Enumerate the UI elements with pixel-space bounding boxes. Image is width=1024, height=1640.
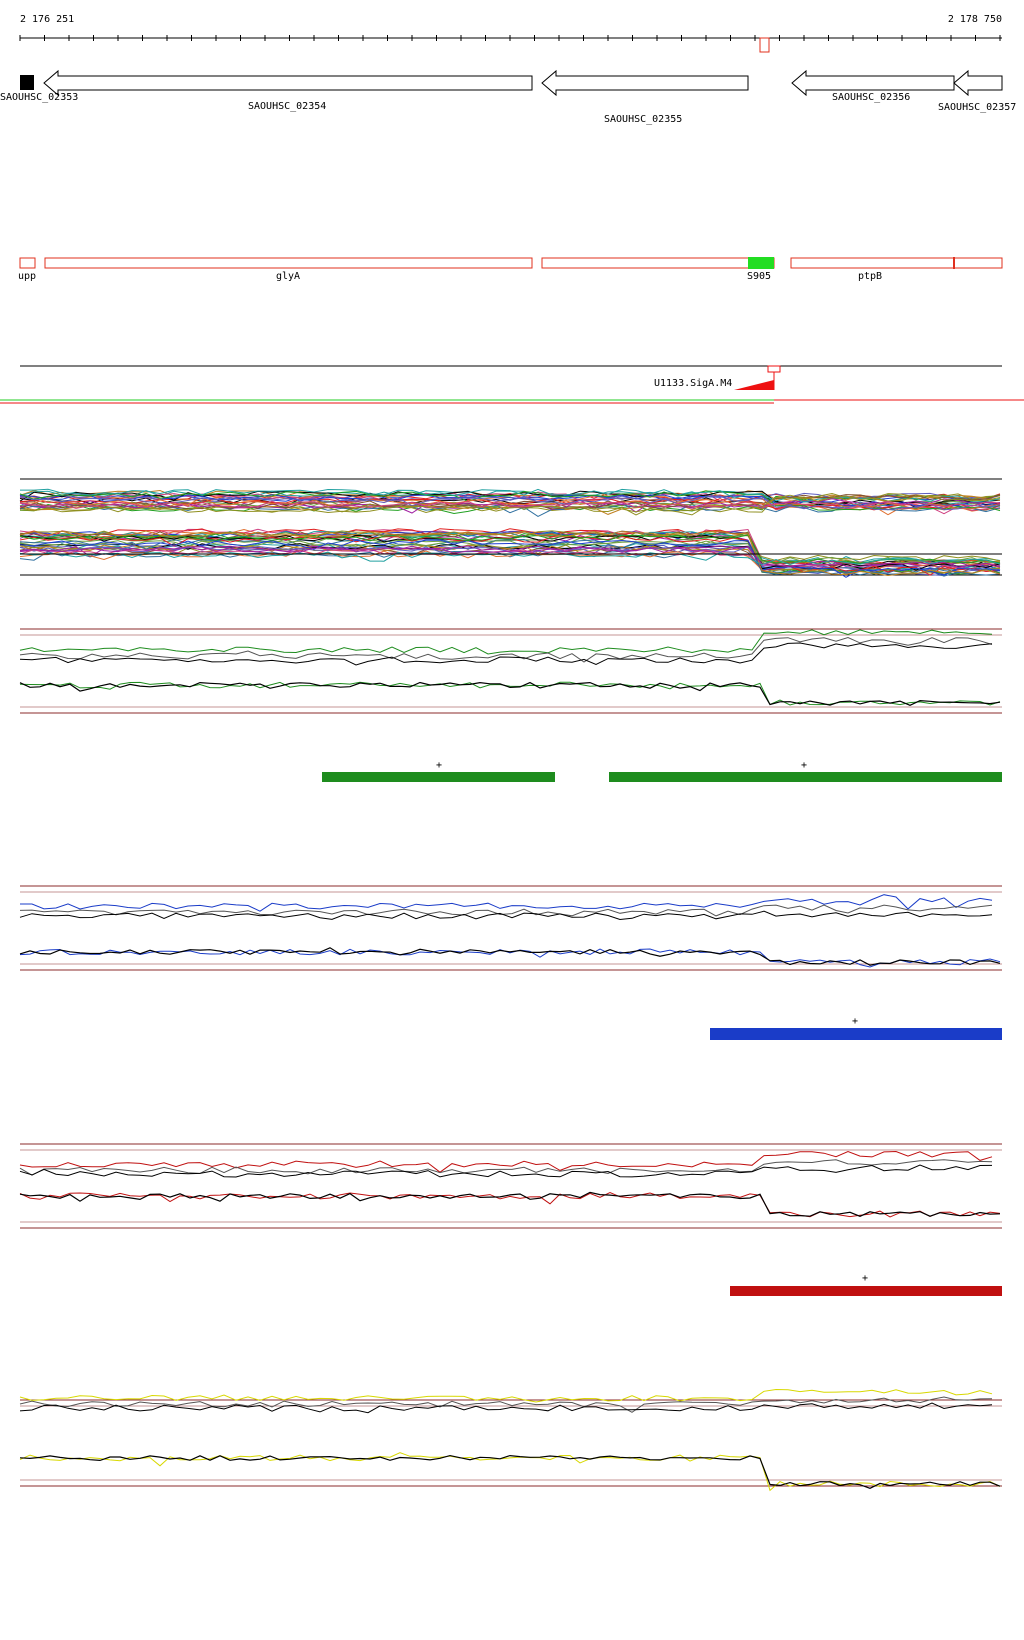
- segment-sign: +: [436, 760, 442, 771]
- operon-label: S905: [747, 271, 771, 282]
- gene-label: SAOUHSC_02354: [248, 101, 326, 112]
- profile-line: [19, 636, 993, 663]
- gene-label: SAOUHSC_02357: [938, 102, 1016, 113]
- profile-line: [19, 910, 993, 921]
- expression-profile-yellow: [19, 1388, 1002, 1492]
- profile-line: [19, 538, 1001, 577]
- promoter-track: U1133.SigA.M4: [0, 365, 1024, 404]
- profile-line: [19, 1454, 1001, 1489]
- profile-line: [19, 497, 1001, 511]
- profile-line: [19, 549, 1001, 571]
- axis-ticks: [19, 35, 1001, 41]
- gene-arrow[interactable]: [791, 69, 955, 97]
- profile-line: [19, 500, 1001, 509]
- gene-block-small[interactable]: [20, 75, 34, 90]
- segment-bar-blue[interactable]: [710, 1028, 1002, 1040]
- coord-end-label: 2 178 750: [948, 14, 1002, 25]
- segment-sign: +: [801, 760, 807, 771]
- gene-arrow[interactable]: [43, 69, 533, 97]
- profile-line: [19, 904, 993, 917]
- operon-box[interactable]: [541, 257, 775, 269]
- gene-label: SAOUHSC_02356: [832, 92, 910, 103]
- operon-label: glyA: [276, 271, 300, 282]
- profile-line: [19, 1159, 993, 1176]
- profile-line: [19, 546, 1001, 568]
- profile-line: [19, 1396, 993, 1413]
- operon-track: upp glyA S905 ptpB: [18, 257, 1003, 282]
- operon-box[interactable]: [44, 257, 533, 269]
- profile-line: [19, 540, 1001, 564]
- segment-sign: +: [862, 1273, 868, 1284]
- profile-line: [19, 1150, 993, 1173]
- profile-line: [19, 681, 1001, 706]
- segment-bar-red[interactable]: [730, 1286, 1002, 1296]
- operon-label: ptpB: [858, 271, 882, 282]
- operon-box[interactable]: [790, 257, 1003, 269]
- promoter-marker[interactable]: [767, 365, 781, 373]
- coord-start-label: 2 176 251: [20, 14, 74, 25]
- profile-line: [19, 1402, 993, 1414]
- profile-line: [19, 490, 1001, 512]
- profile-line: [19, 947, 1001, 966]
- position-marker[interactable]: [759, 37, 770, 53]
- expression-profile-blue: [19, 885, 1002, 971]
- profile-line: [19, 528, 1001, 567]
- promoter-wedge[interactable]: [734, 380, 774, 390]
- gene-label: SAOUHSC_02353: [0, 92, 78, 103]
- profile-line: [19, 1388, 993, 1403]
- profile-line: [19, 534, 1001, 565]
- gene-track: SAOUHSC_02353 SAOUHSC_02354 SAOUHSC_0235…: [0, 69, 1016, 125]
- profile-line: [20, 894, 993, 912]
- profile-line: [19, 1452, 1001, 1492]
- profile-line: [19, 535, 1001, 576]
- profile-line: [19, 530, 1001, 577]
- segment-bar-green[interactable]: [322, 772, 555, 782]
- profile-line: [19, 1191, 1001, 1217]
- profile-line: [19, 495, 1001, 516]
- expression-profile-green: [19, 628, 1002, 714]
- segment-sign: +: [852, 1016, 858, 1027]
- profile-line: [19, 539, 1001, 578]
- profile-line: [19, 494, 1001, 510]
- gene-arrow[interactable]: [953, 69, 1003, 97]
- expression-profile-all: [19, 478, 1002, 578]
- operon-box[interactable]: [19, 257, 36, 269]
- gene-arrow[interactable]: [541, 69, 749, 97]
- profile-line: [19, 642, 993, 666]
- profile-line: [19, 629, 993, 655]
- promoter-label: U1133.SigA.M4: [654, 378, 732, 389]
- profile-line: [19, 1164, 993, 1178]
- srna-highlight[interactable]: [748, 257, 774, 269]
- segment-bar-green[interactable]: [609, 772, 1002, 782]
- expression-profile-red: [19, 1143, 1002, 1229]
- operon-label: upp: [18, 271, 36, 282]
- gene-label: SAOUHSC_02355: [604, 114, 682, 125]
- profile-line: [19, 497, 1001, 511]
- profile-line: [19, 495, 1001, 511]
